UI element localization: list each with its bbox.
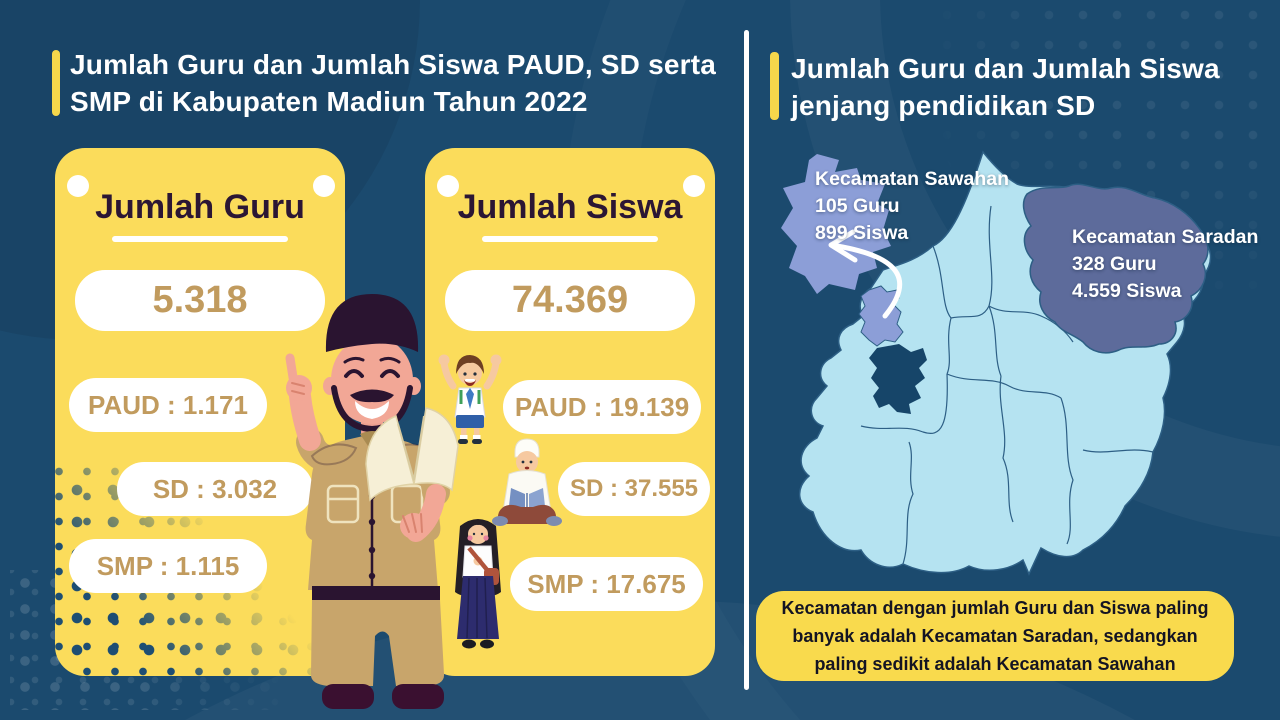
guru-card: Jumlah Guru 5.318 PAUD : 1.171 SD : 3.03…	[55, 148, 345, 676]
guru-paud-pill: PAUD : 1.171	[69, 378, 267, 432]
school-girl-illustration	[455, 519, 501, 649]
district-borders	[860, 205, 1154, 565]
guru-sd-pill: SD : 3.032	[117, 462, 313, 516]
saradan-siswa: 4.559 Siswa	[1072, 280, 1182, 302]
sawahan-guru: 105 Guru	[815, 195, 900, 217]
siswa-sd-pill: SD : 37.555	[558, 462, 710, 516]
sawahan-name: Kecamatan Sawahan	[815, 168, 1010, 190]
callout-arrow	[828, 229, 903, 319]
teacher-pants	[310, 600, 445, 686]
note-line1: Kecamatan dengan jumlah Guru dan Siswa p…	[781, 598, 1209, 618]
saradan-name: Kecamatan Saradan	[1072, 226, 1259, 248]
reading-boy-illustration	[492, 438, 562, 526]
note-line2: banyak adalah Kecamatan Saradan, sedangk…	[792, 626, 1198, 646]
left-panel-title: Jumlah Guru dan Jumlah Siswa PAUD, SD se…	[70, 46, 716, 120]
map-region-saradan	[1022, 183, 1209, 354]
map-region-city-cutout	[869, 344, 927, 414]
left-title-accent-bar	[52, 50, 60, 116]
cheering-boy-illustration	[438, 354, 502, 444]
teacher-smile	[355, 401, 389, 419]
teacher-illustration	[285, 294, 459, 709]
saradan-guru: 328 Guru	[1072, 253, 1157, 275]
title-underline	[112, 236, 288, 242]
conclusion-note: Kecamatan dengan jumlah Guru dan Siswa p…	[756, 591, 1234, 681]
note-line3: paling sedikit adalah Kecamatan Sawahan	[814, 654, 1176, 674]
card-corner-dot	[313, 175, 335, 197]
left-title-line1: Jumlah Guru dan Jumlah Siswa PAUD, SD se…	[70, 49, 717, 80]
sawahan-siswa: 899 Siswa	[815, 222, 909, 244]
right-panel-title: Jumlah Guru dan Jumlah Siswa jenjang pen…	[791, 50, 1220, 124]
guru-smp-pill: SMP : 1.115	[69, 539, 267, 593]
madiun-district-map	[781, 150, 1212, 576]
teacher-belt	[312, 586, 440, 600]
siswa-paud-pill: PAUD : 19.139	[503, 380, 701, 434]
card-corner-dot	[67, 175, 89, 197]
teacher-shoe	[322, 684, 374, 709]
sawahan-enlarged-shape	[781, 154, 891, 294]
teacher-beard	[331, 385, 413, 433]
saradan-callout: Kecamatan Saradan 328 Guru 4.559 Siswa	[1072, 224, 1258, 305]
siswa-total-pill: 74.369	[445, 270, 695, 331]
left-title-line2: SMP di Kabupaten Madiun Tahun 2022	[70, 86, 588, 117]
section-divider	[744, 30, 749, 690]
sawahan-callout: Kecamatan Sawahan 105 Guru 899 Siswa	[815, 166, 1009, 247]
siswa-card-title: Jumlah Siswa	[457, 188, 683, 226]
card-corner-dot	[437, 175, 459, 197]
teacher-mustache	[350, 389, 394, 403]
right-title-accent-bar	[770, 52, 779, 120]
guru-card-title: Jumlah Guru	[95, 188, 305, 226]
guru-total-pill: 5.318	[75, 270, 325, 331]
card-corner-dot	[683, 175, 705, 197]
right-title-line2: jenjang pendidikan SD	[791, 90, 1096, 121]
title-underline	[482, 236, 658, 242]
siswa-smp-pill: SMP : 17.675	[510, 557, 703, 611]
right-title-line1: Jumlah Guru dan Jumlah Siswa	[791, 53, 1220, 84]
peci-cap	[325, 294, 419, 352]
teacher-shoe	[392, 684, 444, 709]
